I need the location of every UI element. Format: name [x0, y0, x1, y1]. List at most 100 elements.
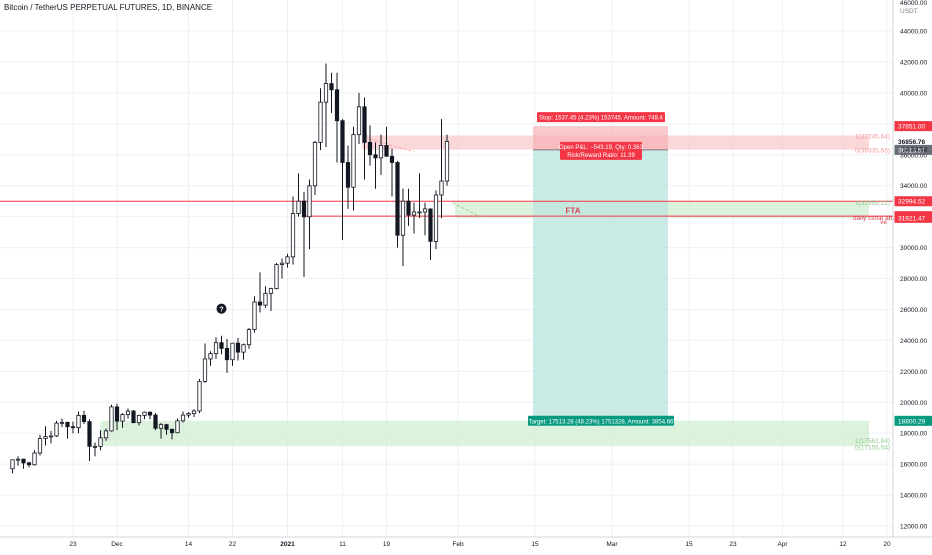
fib-level-label: 1(37245.64): [855, 133, 890, 140]
time-tick-label: 23: [729, 541, 737, 548]
candle-body: [351, 134, 356, 188]
candle-body: [301, 200, 307, 218]
daily-close-label: daily close abo: [853, 215, 896, 222]
price-tick-label: 12000.00: [900, 524, 927, 531]
question-marker: [216, 303, 227, 314]
candle-body: [307, 185, 312, 218]
time-tick-label: 22: [229, 541, 237, 548]
candle-body: [136, 414, 142, 424]
price-label: 18800.29: [898, 418, 925, 425]
stop-label-box: [537, 112, 665, 123]
time-tick-label: Feb: [452, 541, 464, 548]
daily-close-suffix: ve: [880, 219, 887, 226]
price-label: 31921.47: [898, 215, 925, 222]
price-tick-label: 14000.00: [900, 493, 927, 500]
target-area: [533, 149, 668, 421]
candle-body: [26, 462, 32, 466]
price-label-box: [894, 121, 932, 132]
price-tick-label: 22000.00: [900, 369, 927, 376]
currency-label: USDT: [900, 8, 918, 15]
candle-body: [345, 162, 351, 188]
question-glyph: ?: [219, 307, 223, 314]
candle-body: [98, 437, 103, 447]
time-tick-label: 15: [531, 541, 539, 548]
price-tick-label: 16000.00: [900, 462, 927, 469]
candle-body: [202, 358, 208, 382]
price-axis[interactable]: 12000.00 14000.00 16000.00 18000.00 20000.00…: [892, 0, 932, 537]
time-tick-label: Dec: [111, 541, 123, 548]
candle-body: [125, 410, 131, 416]
candle-body: [389, 155, 395, 163]
candle-body: [329, 83, 334, 91]
candle-body: [21, 458, 26, 464]
support-zone-lower: [100, 420, 869, 447]
candle-body: [180, 414, 186, 422]
candle-body: [230, 342, 235, 361]
target-label-box: [528, 415, 674, 426]
candle-body: [246, 329, 252, 346]
candle-body: [268, 288, 274, 294]
price-tick-label: 30000.00: [900, 245, 927, 252]
time-tick-label: 2021: [280, 541, 295, 548]
price-tick-label: 44000.00: [900, 29, 927, 36]
candle-body: [87, 421, 92, 447]
candle-body: [153, 414, 158, 429]
fib-level-label: 1(32959.22): [855, 200, 890, 207]
time-tick-label: 14: [185, 541, 193, 548]
dashed-trend-top: [369, 138, 415, 153]
stop-label: Stop: 1537.45 (4.23%) 153745, Amount: 74…: [539, 116, 663, 122]
candle-body: [340, 120, 345, 163]
candle-body: [54, 422, 59, 437]
candle-body: [81, 414, 87, 422]
candle-body: [241, 344, 246, 353]
candle-body: [43, 436, 48, 440]
price-label-box: [894, 415, 932, 426]
candle-body: [378, 145, 384, 159]
candle-body: [76, 414, 81, 429]
target-label: Target: 17513.28 (48.23%) 1751328, Amoun…: [529, 419, 674, 425]
price-label-box: [894, 212, 932, 223]
price-label: 36313.57: [898, 147, 925, 154]
time-axis[interactable]: 23 Dec 14 22 2021 11 19 Feb 15 Mar 15 23 Apr 12 20: [0, 536, 932, 548]
candle-body: [334, 89, 340, 122]
candle-body: [213, 342, 219, 354]
candles-layer: [10, 63, 450, 474]
grid-layer: [0, 0, 893, 537]
candle-body: [191, 410, 197, 414]
candle-body: [422, 208, 428, 213]
candle-body: [15, 458, 21, 461]
candle-body: [356, 106, 362, 136]
time-tick-label: Apr: [777, 541, 788, 548]
candle-body: [208, 353, 213, 360]
price-tick-label: 40000.00: [900, 90, 927, 97]
price-label-box: [894, 144, 932, 155]
price-label: 36856.76: [898, 139, 925, 146]
candle-body: [406, 200, 411, 216]
candle-body: [318, 101, 323, 143]
candle-body: [257, 301, 263, 306]
time-tick-label: 12: [839, 541, 847, 548]
price-tick-label: 26000.00: [900, 307, 927, 314]
candle-body: [362, 106, 367, 143]
price-label-box: [894, 196, 932, 207]
price-tick-top: 46000.00: [900, 0, 927, 7]
candle-body: [373, 154, 378, 159]
fib-level-label: 0(17155.54): [855, 444, 890, 451]
candle-body: [367, 141, 373, 156]
candle-body: [10, 459, 15, 470]
price-tick-label: 18000.00: [900, 431, 927, 438]
candle-body: [197, 380, 202, 412]
price-tick-label: 28000.00: [900, 276, 927, 283]
time-tick-label: 11: [339, 541, 346, 548]
chart-title: Bitcoin / TetherUS PERPETUAL FUTURES, 1D…: [4, 3, 213, 12]
candle-body: [296, 200, 301, 214]
time-tick-label: Mar: [606, 541, 618, 548]
candle-body: [175, 420, 180, 434]
candle-body: [65, 421, 70, 428]
price-tick-label: 42000.00: [900, 59, 927, 66]
price-tick-label: 24000.00: [900, 338, 927, 345]
fib-level-label: 0(36335.65): [855, 148, 890, 155]
time-tick-label: 23: [69, 541, 77, 548]
